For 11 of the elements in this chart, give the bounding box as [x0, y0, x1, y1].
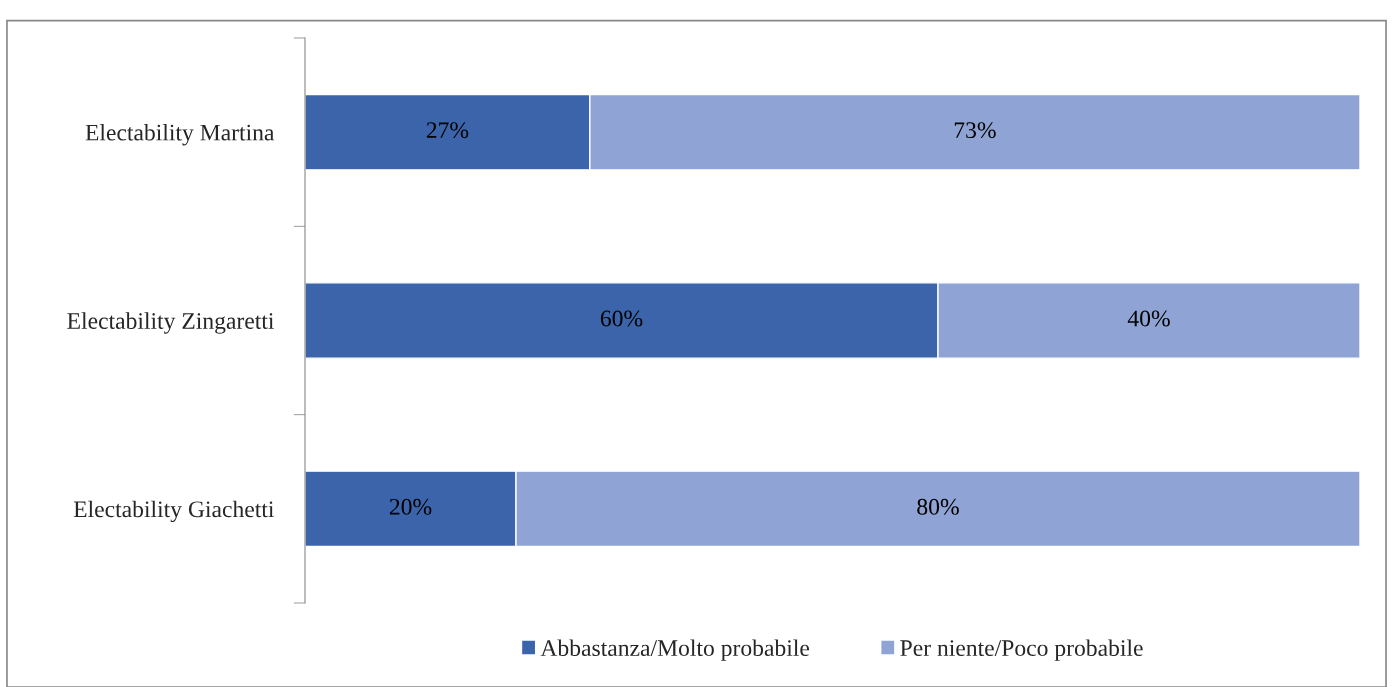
data-label: 40% [1127, 310, 1170, 327]
legend-label: Abbastanza/Molto probabile [540, 639, 810, 661]
y-tick-label: Electability Giachetti [73, 500, 274, 523]
y-tick-label: Electability Zingaretti [67, 312, 274, 334]
data-label: 73% [954, 122, 996, 139]
data-label: 27% [426, 122, 469, 139]
legend-label: Per niente/Poco probabile [900, 639, 1143, 661]
data-label: 60% [600, 310, 643, 327]
data-label: 20% [389, 498, 432, 515]
data-label: 80% [917, 498, 959, 515]
y-tick-label: Electability Martina [85, 123, 275, 146]
